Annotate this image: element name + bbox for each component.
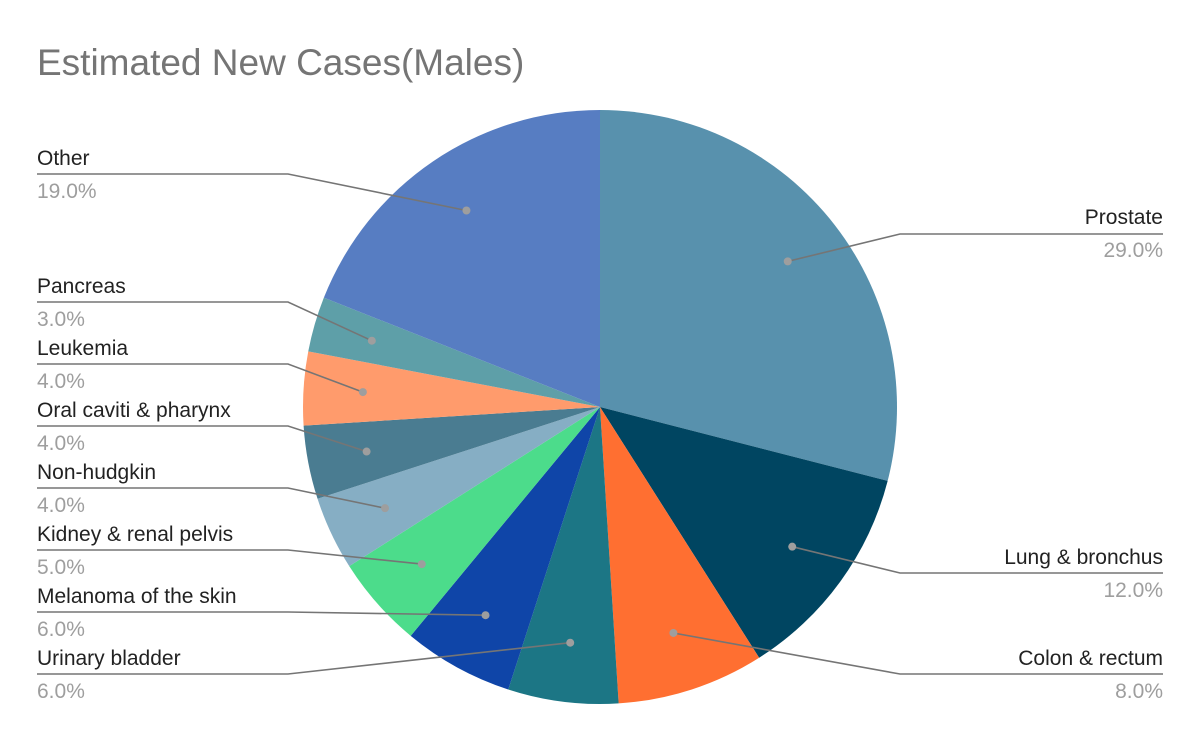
slice-label-non-hudgkin: Non-hudgkin xyxy=(37,461,156,484)
pie-slice-pancreas xyxy=(308,297,600,407)
slice-label-leukemia: Leukemia xyxy=(37,337,128,360)
callout-leader-leukemia xyxy=(37,363,364,393)
pie-slice-other xyxy=(323,110,600,407)
callout-dot-pancreas xyxy=(367,336,376,345)
slice-percent-pancreas: 3.0% xyxy=(37,308,85,331)
callout-leader-lung-and-bronchus xyxy=(792,545,1163,574)
slice-label-other: Other xyxy=(37,147,90,170)
slice-label-oral-caviti-and-pharynx: Oral caviti & pharynx xyxy=(37,399,231,422)
slice-label-lung-and-bronchus: Lung & bronchus xyxy=(1004,546,1163,569)
slice-callouts: Prostate 29.0% Lung & bronchus 12.0% Colon &… xyxy=(37,147,1163,703)
slice-percent-kidney-and-renal-pelvis: 5.0% xyxy=(37,556,85,579)
pie-slices xyxy=(303,110,898,704)
pie-slice-melanoma-of-the-skin xyxy=(410,407,600,690)
slice-percent-lung-and-bronchus: 12.0% xyxy=(1103,579,1163,602)
callout-dot-kidney-and-renal-pelvis xyxy=(417,560,426,569)
pie-slice-urinary-bladder xyxy=(508,407,619,704)
callout-leader-kidney-and-renal-pelvis xyxy=(37,549,422,565)
callout-leader-oral-caviti-and-pharynx xyxy=(37,425,367,453)
callout-dot-lung-and-bronchus xyxy=(788,542,797,551)
callout-dot-prostate xyxy=(783,257,792,266)
slice-percent-melanoma-of-the-skin: 6.0% xyxy=(37,618,85,641)
callout-dot-urinary-bladder xyxy=(566,638,575,647)
pie-slice-lung-and-bronchus xyxy=(600,407,888,658)
callout-dot-non-hudgkin xyxy=(381,504,390,513)
callout-leader-non-hudgkin xyxy=(37,487,386,509)
slice-label-kidney-and-renal-pelvis: Kidney & renal pelvis xyxy=(37,523,233,546)
slice-label-melanoma-of-the-skin: Melanoma of the skin xyxy=(37,585,237,608)
slice-percent-prostate: 29.0% xyxy=(1103,239,1163,262)
callout-dot-other xyxy=(462,206,471,215)
pie-slice-non-hudgkin xyxy=(317,407,600,567)
slice-percent-urinary-bladder: 6.0% xyxy=(37,680,85,703)
pie-slice-oral-caviti-and-pharynx xyxy=(303,407,600,499)
slice-percent-leukemia: 4.0% xyxy=(37,370,85,393)
callout-dot-melanoma-of-the-skin xyxy=(481,611,490,620)
callout-leader-urinary-bladder xyxy=(37,641,571,675)
slice-percent-colon-and-rectum: 8.0% xyxy=(1115,680,1163,703)
chart-title: Estimated New Cases(Males) xyxy=(37,42,524,83)
callout-leader-pancreas xyxy=(37,301,373,342)
slice-percent-oral-caviti-and-pharynx: 4.0% xyxy=(37,432,85,455)
callout-leader-other xyxy=(37,173,467,212)
slice-label-pancreas: Pancreas xyxy=(37,275,126,298)
pie-slice-colon-and-rectum xyxy=(600,407,760,704)
slice-label-prostate: Prostate xyxy=(1085,206,1163,229)
slice-percent-non-hudgkin: 4.0% xyxy=(37,494,85,517)
pie-slice-kidney-and-renal-pelvis xyxy=(349,407,600,636)
callout-dot-oral-caviti-and-pharynx xyxy=(362,447,371,456)
pie-slice-prostate xyxy=(600,110,898,481)
callout-leader-melanoma-of-the-skin xyxy=(37,611,486,616)
pie-slice-leukemia xyxy=(303,351,600,426)
slice-label-colon-and-rectum: Colon & rectum xyxy=(1018,647,1163,670)
callout-leader-prostate xyxy=(787,233,1163,263)
callout-dot-leukemia xyxy=(358,388,367,397)
callout-dot-colon-and-rectum xyxy=(669,628,678,637)
slice-percent-other: 19.0% xyxy=(37,180,97,203)
callout-leader-colon-and-rectum xyxy=(673,632,1163,675)
slice-label-urinary-bladder: Urinary bladder xyxy=(37,647,181,670)
